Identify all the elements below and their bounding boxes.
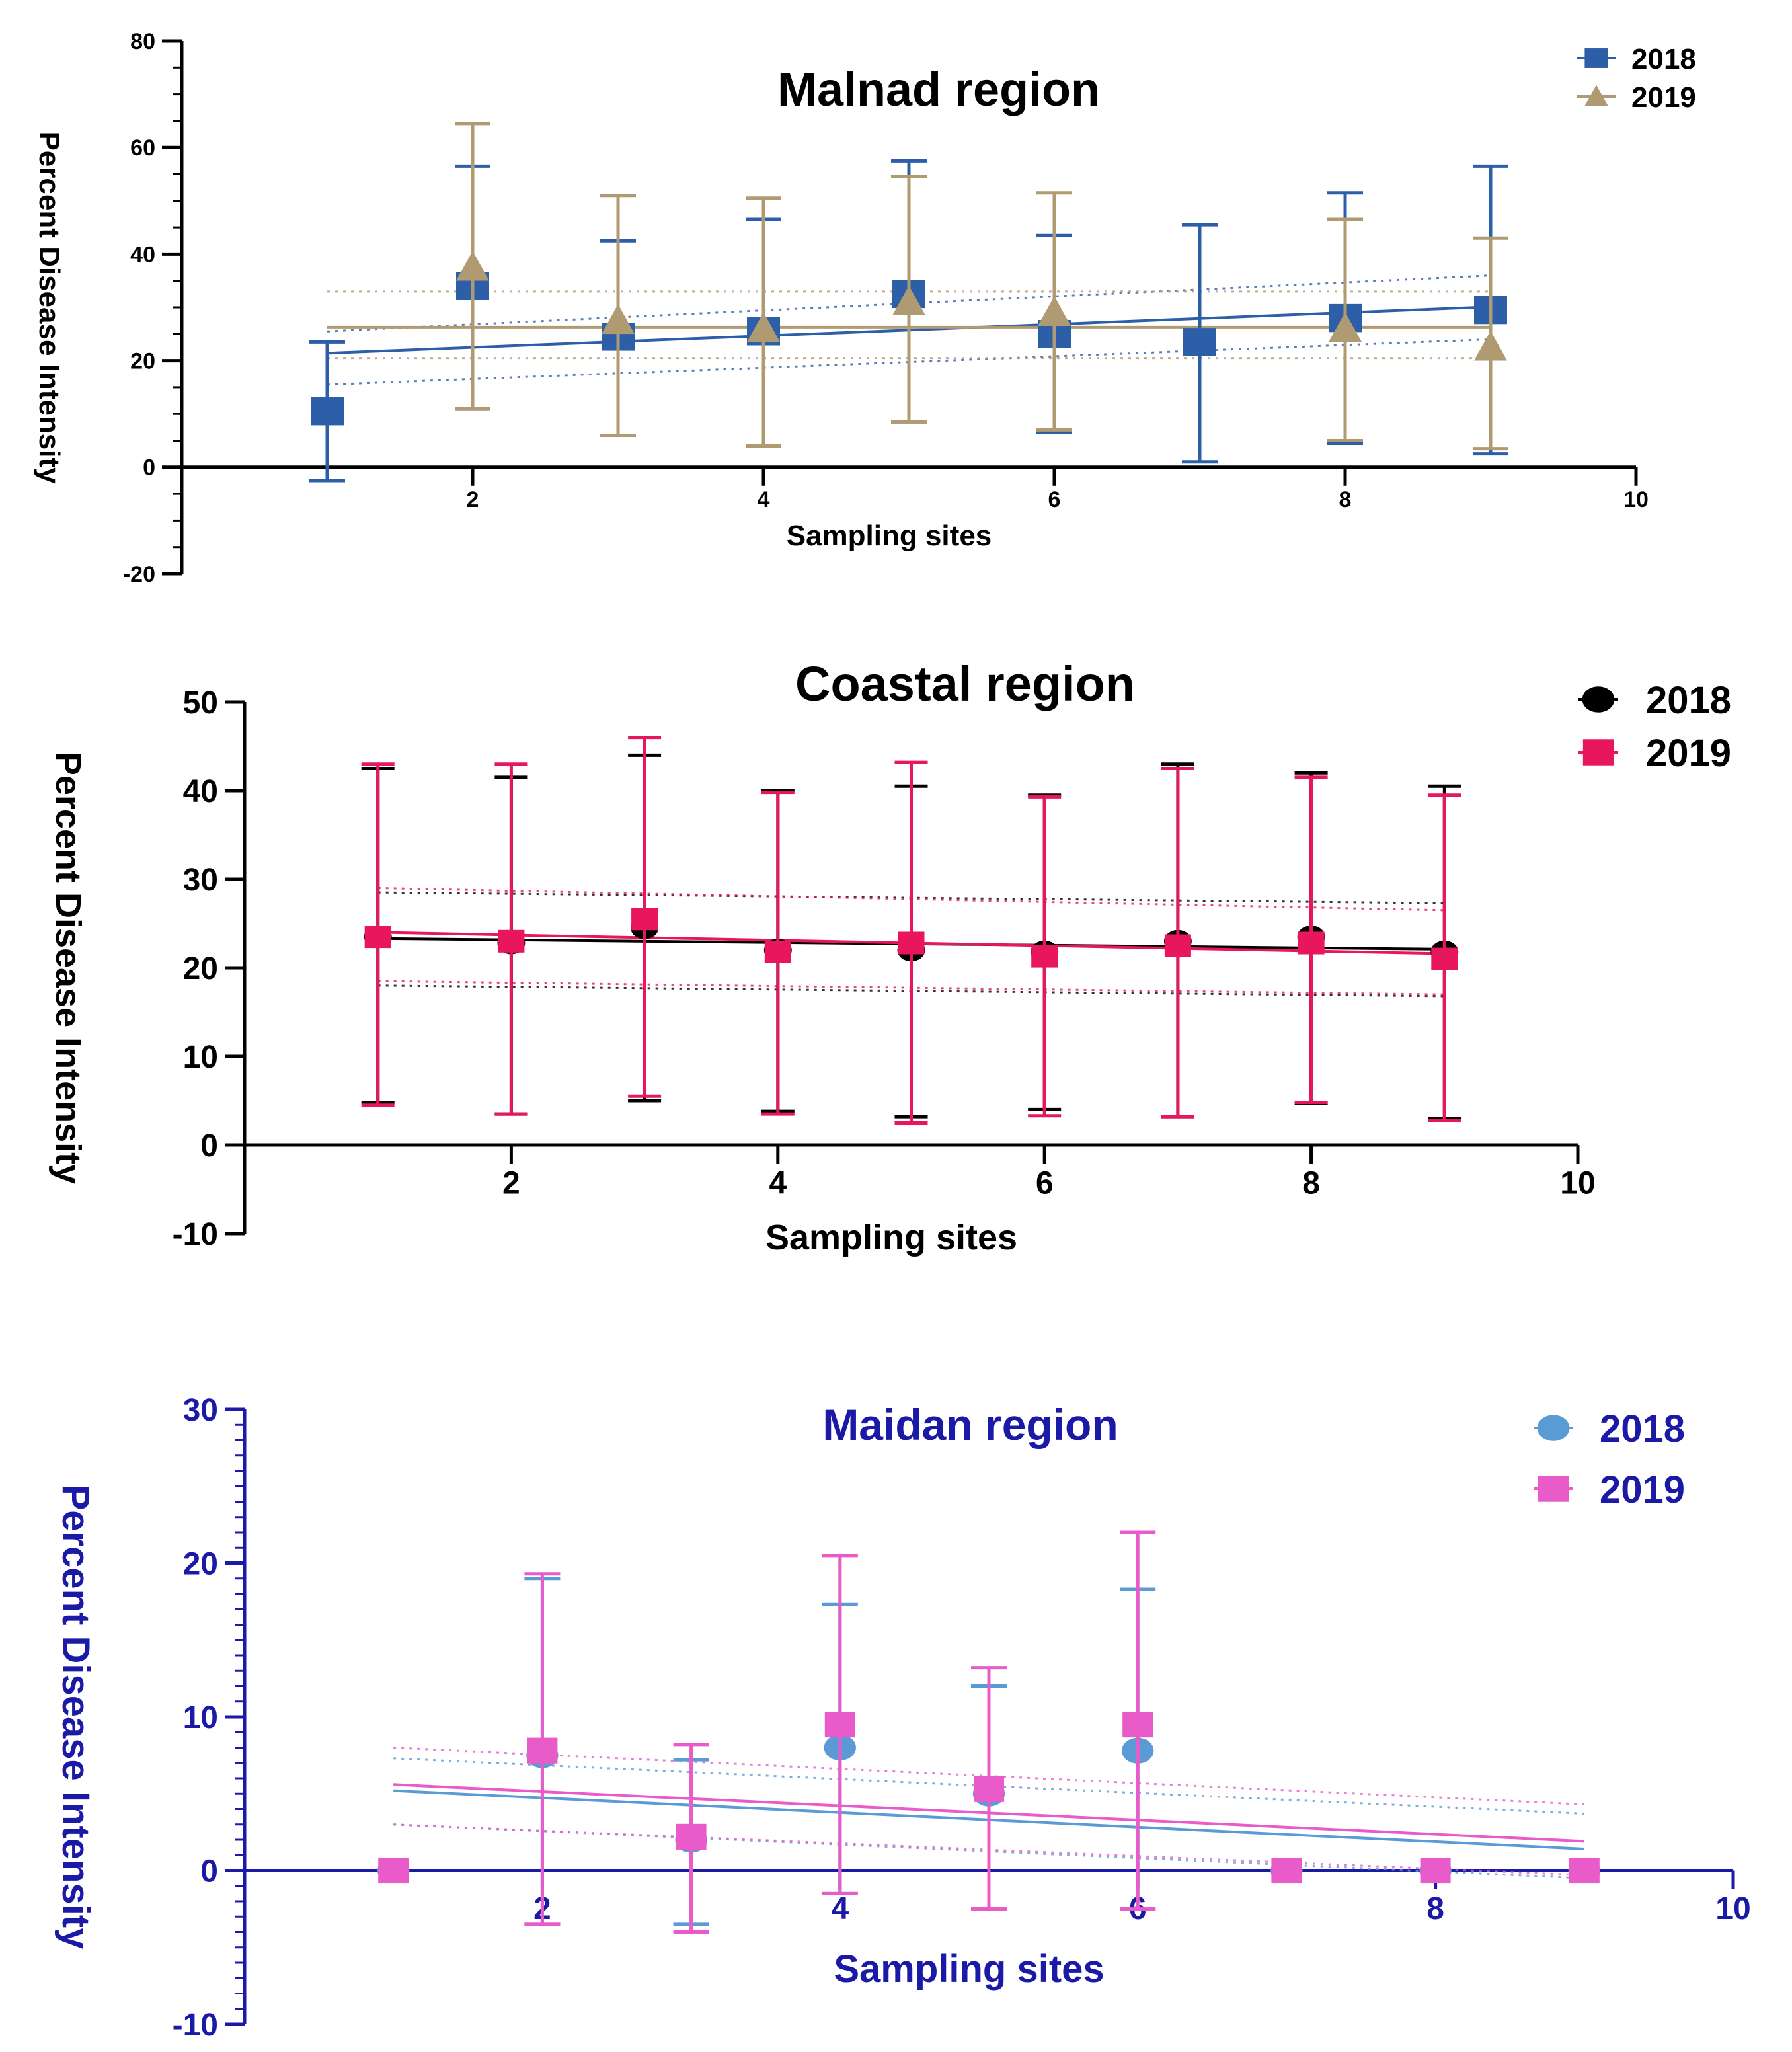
chart-title: Coastal region: [795, 656, 1135, 711]
data-point: [1271, 1857, 1302, 1884]
x-tick-label: 8: [1339, 487, 1352, 512]
data-point: [602, 304, 635, 335]
x-axis-label: Sampling sites: [765, 1218, 1017, 1257]
legend-label: 2018: [1631, 43, 1696, 75]
legend-marker: [1584, 85, 1608, 106]
x-tick-label: 8: [1426, 1891, 1444, 1926]
legend: 2018 2019: [1578, 679, 1731, 775]
y-tick-label: -10: [173, 1217, 218, 1252]
data-point: [527, 1737, 558, 1764]
x-tick-label: 8: [1302, 1166, 1320, 1201]
y-tick-label: 80: [130, 29, 155, 54]
chart-panel-1: -20 0 20 40 60 80 2 4 6 8 10 Sampling sites Percent …: [33, 29, 1696, 587]
legend: 2018 2019: [1534, 1407, 1685, 1511]
legend-marker: [1582, 739, 1614, 766]
legend-marker: [1537, 1415, 1570, 1441]
data-point: [1431, 947, 1458, 970]
chart-title: Maidan region: [822, 1400, 1118, 1449]
y-tick-label: 20: [130, 349, 155, 374]
y-tick-label: 20: [183, 951, 218, 986]
data-point: [1420, 1857, 1451, 1884]
data-point: [1183, 328, 1216, 356]
legend-label: 2018: [1646, 679, 1731, 722]
y-tick-label: 40: [130, 242, 155, 267]
chart-panel-2: -10 0 10 20 30 40 50 2 4 6 8 10 Sampling sites Percen…: [48, 656, 1731, 1257]
data-point: [1329, 312, 1362, 342]
y-tick-label: 30: [183, 1393, 218, 1428]
y-tick-label: 0: [200, 1854, 218, 1889]
data-point: [498, 929, 525, 953]
y-tick-label: 30: [183, 863, 218, 898]
y-axis-label: Percent Disease Intensity: [33, 131, 65, 484]
series-2019: [378, 1530, 1600, 1934]
y-tick-label: 10: [183, 1040, 218, 1075]
x-tick-label: 6: [1036, 1166, 1054, 1201]
data-point: [974, 1776, 1004, 1802]
data-point: [892, 285, 925, 315]
x-axis-label: Sampling sites: [834, 1948, 1104, 1991]
legend-label: 2019: [1646, 732, 1731, 775]
x-tick-label: 6: [1048, 487, 1061, 512]
y-tick-label: 60: [130, 136, 155, 161]
x-tick-label: 10: [1560, 1166, 1595, 1201]
y-tick-label: -10: [173, 2008, 218, 2043]
legend-marker: [1584, 48, 1608, 68]
chart-title: Malnad region: [777, 63, 1100, 116]
data-point: [1122, 1712, 1153, 1738]
y-tick-label: 40: [183, 774, 218, 809]
data-point: [1038, 296, 1071, 327]
x-tick-label: 2: [502, 1166, 520, 1201]
legend: 2018 2019: [1577, 43, 1696, 114]
y-tick-label: 0: [143, 455, 155, 481]
x-tick-label: 10: [1715, 1891, 1750, 1926]
data-point: [1164, 934, 1191, 957]
y-tick-label: 50: [183, 686, 218, 721]
x-tick-label: 4: [769, 1166, 787, 1201]
confidence-band-lower: [327, 338, 1491, 386]
legend-label: 2018: [1600, 1407, 1685, 1450]
data-point: [764, 940, 791, 963]
y-tick-label: 10: [183, 1700, 218, 1735]
legend-label: 2019: [1631, 81, 1696, 114]
data-point: [824, 1712, 855, 1738]
x-tick-label: 2: [467, 487, 479, 512]
data-point: [1298, 931, 1325, 955]
data-point: [898, 931, 925, 955]
legend-label: 2019: [1600, 1468, 1685, 1511]
data-point: [1474, 331, 1507, 361]
data-point: [378, 1857, 409, 1884]
data-point: [311, 397, 344, 426]
series-2019: [455, 122, 1508, 451]
y-tick-label: 20: [183, 1546, 218, 1581]
y-axis-label: Percent Disease Intensity: [48, 752, 88, 1184]
series-2019: [361, 736, 1461, 1125]
data-point: [1031, 945, 1058, 968]
y-tick-label: 0: [200, 1128, 218, 1164]
data-point: [364, 926, 391, 949]
data-point: [747, 312, 780, 342]
legend-marker: [1582, 686, 1615, 713]
x-tick-label: 10: [1623, 487, 1649, 512]
data-point: [456, 251, 489, 281]
x-tick-label: 4: [831, 1891, 849, 1926]
data-point: [676, 1823, 707, 1850]
legend-marker: [1538, 1476, 1569, 1502]
x-tick-label: 4: [758, 487, 770, 512]
x-axis-label: Sampling sites: [787, 520, 992, 552]
y-tick-label: -20: [123, 562, 155, 587]
y-axis-label: Percent Disease Intensity: [54, 1485, 97, 1950]
data-point: [631, 908, 658, 931]
data-point: [1569, 1857, 1600, 1884]
